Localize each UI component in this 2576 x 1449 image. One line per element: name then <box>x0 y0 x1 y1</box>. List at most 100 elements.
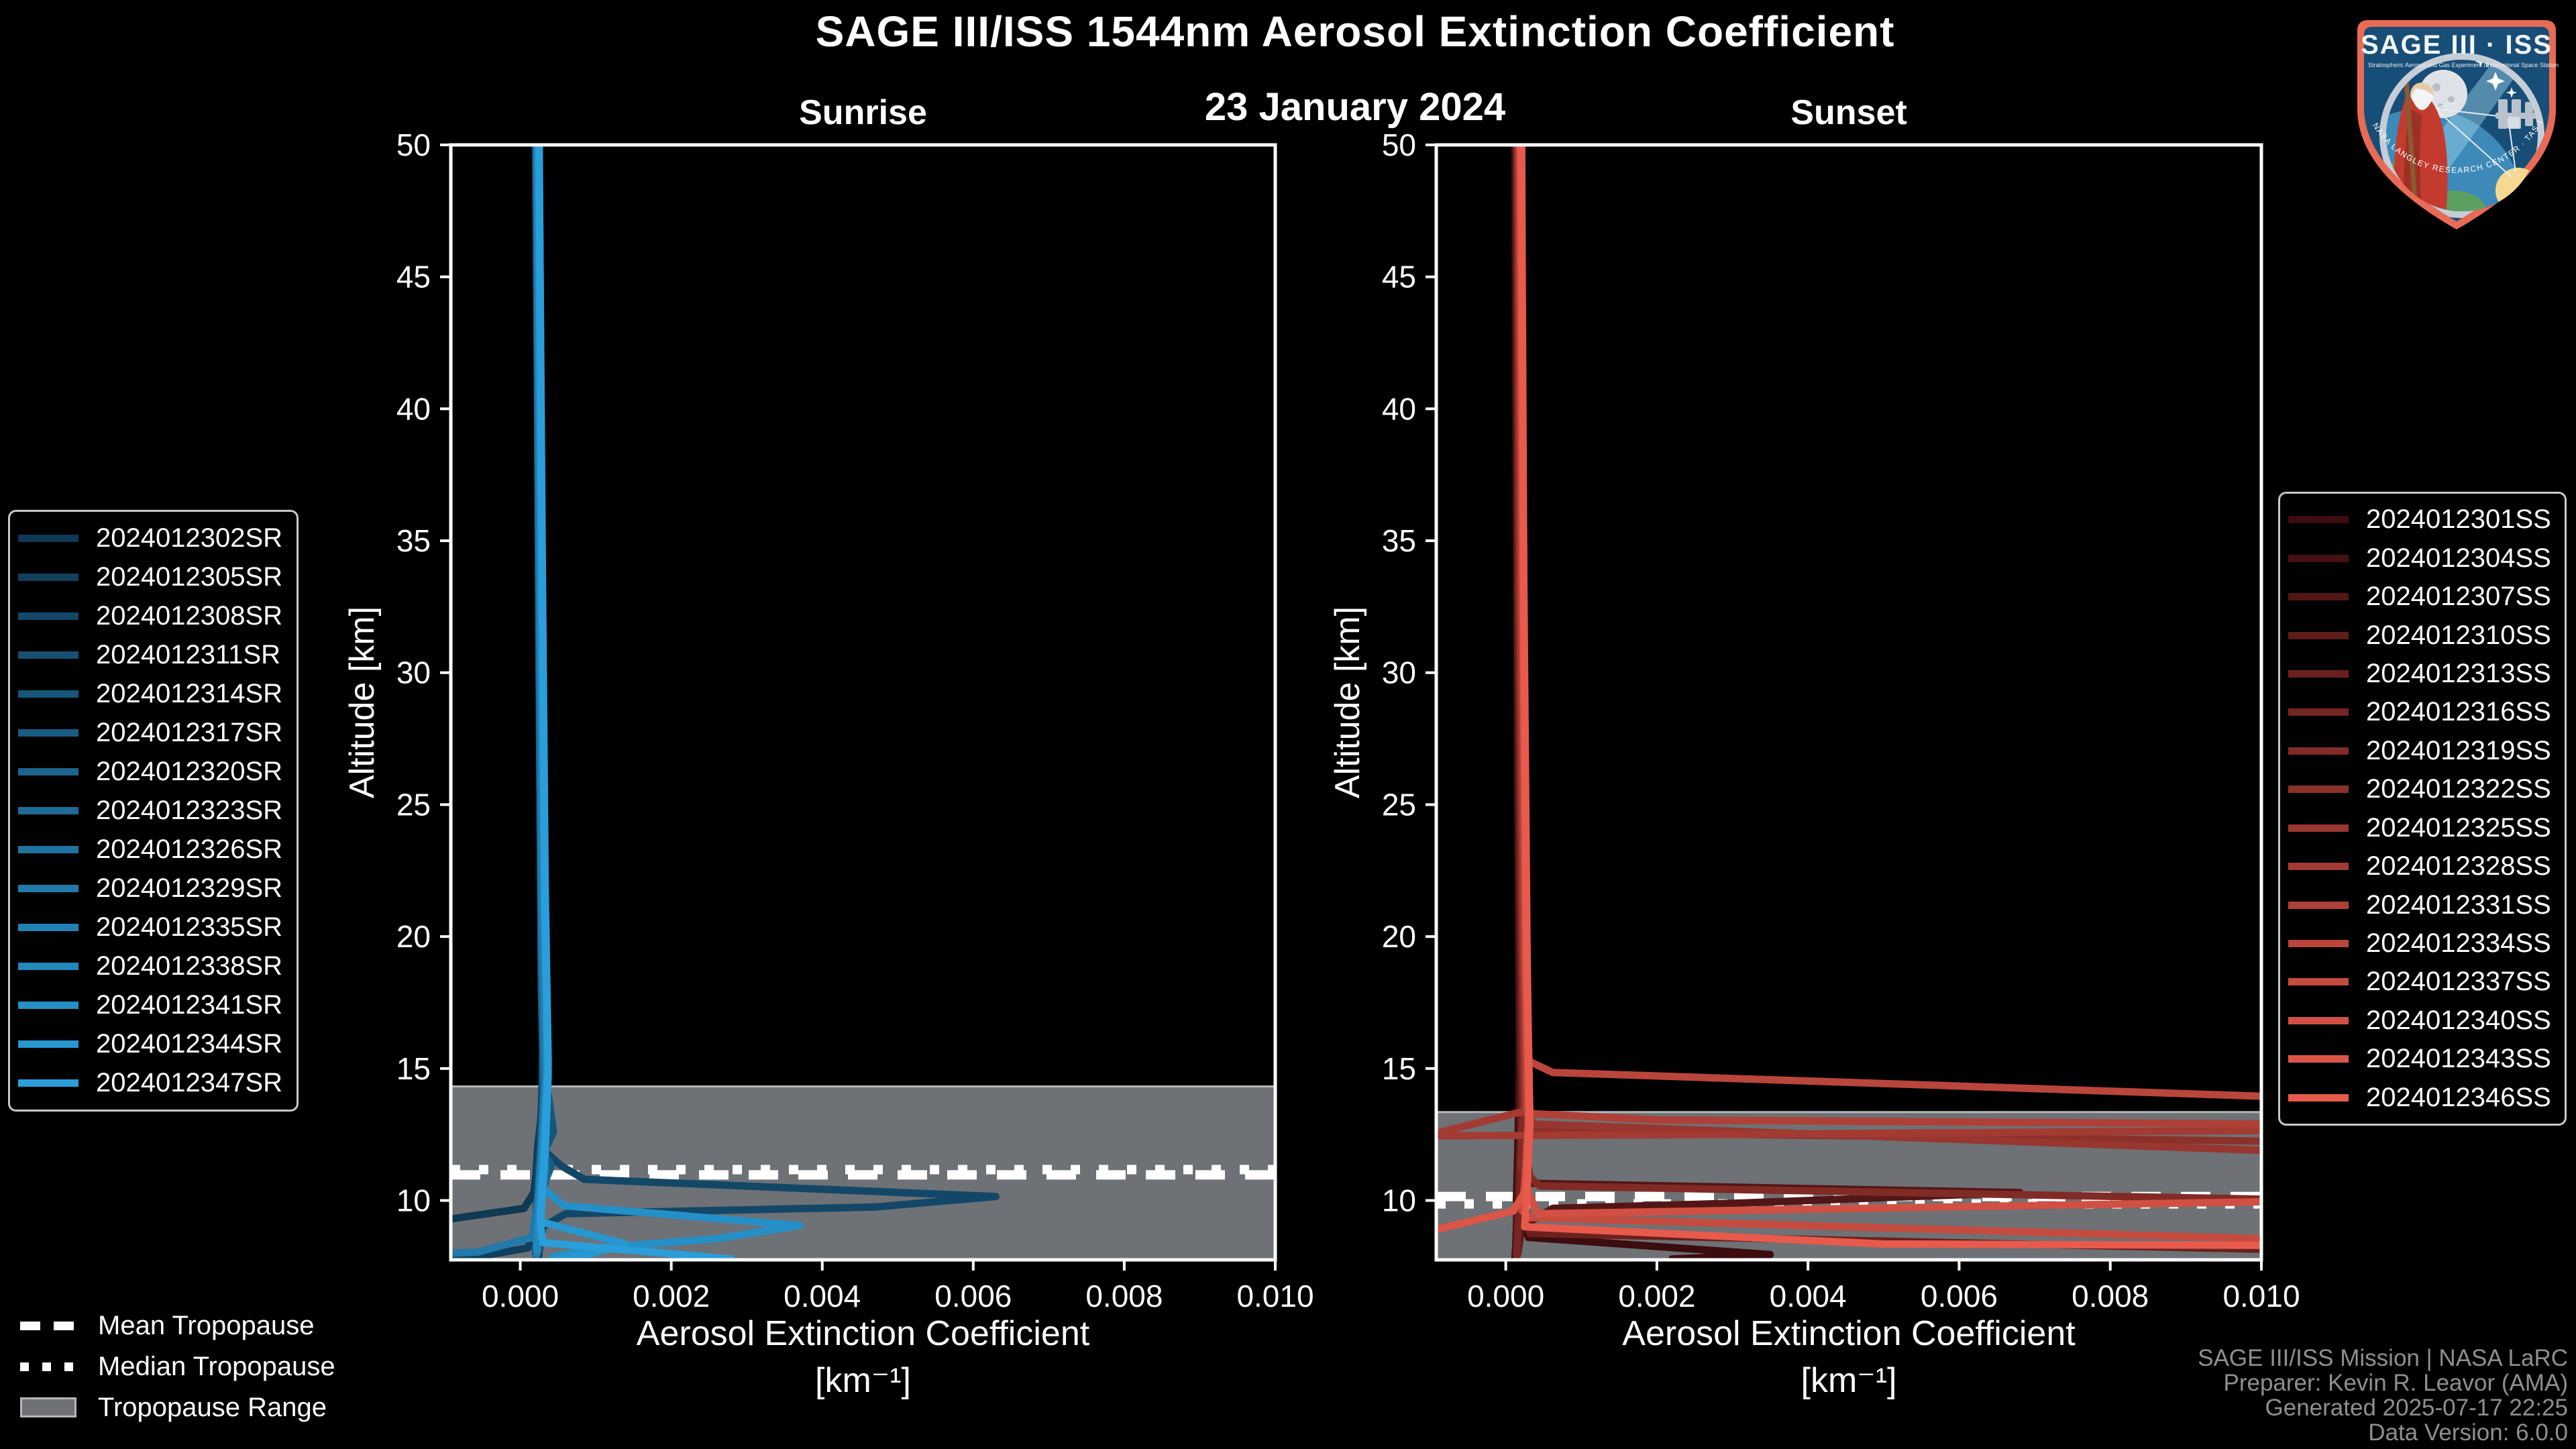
legend-label: 2024012341SR <box>96 990 283 1020</box>
legend-item: 2024012344SR <box>10 1029 297 1059</box>
legend-line-swatch <box>2288 593 2349 601</box>
y-tick-label: 10 <box>396 1183 431 1218</box>
legend-label: 2024012311SR <box>96 639 281 669</box>
legend-line-swatch <box>18 885 78 893</box>
logo-subtitle-left: Stratospheric Aerosol and Gas Experiment… <box>2368 62 2489 68</box>
x-tick-label: 0.010 <box>1236 1279 1313 1313</box>
legend-item: 2024012329SR <box>10 873 297 904</box>
legend-label: 2024012326SR <box>96 835 283 865</box>
legend-line-swatch <box>2288 901 2349 909</box>
legend-item: 2024012302SR <box>10 523 297 553</box>
y-tick-label: 40 <box>1382 391 1416 426</box>
x-axis-unit-sunrise: [km⁻¹] <box>815 1361 911 1400</box>
logo-moon-crater <box>2448 96 2455 103</box>
y-tick-label: 35 <box>1382 523 1416 558</box>
legend-line-swatch <box>2288 978 2349 986</box>
legend-label: 2024012305SR <box>96 561 283 592</box>
legend-item: 2024012304SS <box>2280 543 2565 574</box>
median-tropopause-legend-item: Median Tropopause <box>20 1350 335 1383</box>
legend-line-swatch <box>18 924 78 932</box>
legend-line-swatch <box>2288 1016 2349 1024</box>
x-tick-label: 0.006 <box>934 1279 1012 1313</box>
legend-label: 2024012313SS <box>2366 658 2551 688</box>
legend-label: 2024012319SS <box>2366 735 2551 765</box>
legend-line-swatch <box>18 729 78 737</box>
sunset-legend: 2024012301SS 2024012304SS 2024012307SS 2024… <box>2278 492 2567 1126</box>
legend-label: 2024012340SS <box>2366 1005 2551 1035</box>
dotted-line-swatch <box>20 1362 76 1371</box>
range-patch-swatch <box>20 1397 76 1417</box>
legend-label: 2024012337SS <box>2366 967 2551 997</box>
x-tick-label: 0.010 <box>2222 1279 2300 1313</box>
legend-item: 2024012341SR <box>10 990 297 1020</box>
legend-label: 2024012343SS <box>2366 1044 2551 1074</box>
y-tick-label: 20 <box>1382 919 1416 954</box>
profile-line-2024012340SS <box>1517 145 2261 1218</box>
legend-line-swatch <box>18 806 78 814</box>
legend-line-swatch <box>2288 1055 2349 1063</box>
legend-line-swatch <box>2288 554 2349 562</box>
legend-line-swatch <box>18 846 78 854</box>
profile-line-2024012346SS <box>1517 145 2261 1249</box>
logo-title: SAGE III · ISS <box>2361 30 2553 60</box>
x-tick-label: 0.000 <box>482 1279 559 1313</box>
attribution-preparer: Preparer: Kevin R. Leavor (AMA) <box>2223 1370 2568 1396</box>
legend-label: 2024012344SR <box>96 1029 283 1059</box>
attribution-mission: SAGE III/ISS Mission | NASA LaRC <box>2198 1345 2568 1371</box>
attribution-block: SAGE III/ISS Mission | NASA LaRC Prepare… <box>2198 1346 2568 1445</box>
y-tick-label: 50 <box>396 127 431 162</box>
legend-item: 2024012310SS <box>2280 621 2565 651</box>
legend-item: 2024012311SR <box>10 640 297 670</box>
y-tick-label: 30 <box>396 655 431 690</box>
legend-item: 2024012307SS <box>2280 582 2565 612</box>
logo-star <box>2506 87 2517 98</box>
legend-label: 2024012322SS <box>2366 774 2551 804</box>
panel-title-sunrise: Sunrise <box>799 93 927 132</box>
legend-line-swatch <box>18 651 78 659</box>
y-tick-label: 40 <box>396 391 431 426</box>
legend-label: 2024012302SR <box>96 523 283 553</box>
legend-label: 2024012331SS <box>2366 890 2551 920</box>
plot-area <box>451 145 1275 1260</box>
plot-frame <box>449 143 1277 1262</box>
x-tick-label: 0.002 <box>1618 1279 1695 1313</box>
legend-label: 2024012325SS <box>2366 812 2551 843</box>
legend-line-swatch <box>18 1040 78 1049</box>
legend-label: 2024012335SR <box>96 912 283 943</box>
profile-line-2024012302SR <box>451 145 547 1223</box>
legend-label: 2024012307SS <box>2366 582 2551 612</box>
legend-line-swatch <box>18 767 78 775</box>
legend-line-swatch <box>2288 1093 2349 1102</box>
legend-item: 2024012308SR <box>10 601 297 631</box>
tropopause-range-legend-item: Tropopause Range <box>20 1391 335 1424</box>
legend-line-swatch <box>2288 516 2349 524</box>
y-tick-label: 10 <box>1382 1183 1416 1218</box>
profile-line-2024012325SS <box>1515 145 2261 1155</box>
attribution-data-version: Data Version: 6.0.0 <box>2368 1419 2568 1446</box>
sage-iii-iss-mission-patch: SAGE III · ISS Stratospheric Aerosol and… <box>2343 8 2559 229</box>
profile-line-2024012301SS <box>1511 145 1774 1260</box>
legend-item: 2024012320SR <box>10 757 297 787</box>
y-tick-label: 25 <box>1382 787 1416 822</box>
legend-line-swatch <box>2288 747 2349 755</box>
y-tick-label: 15 <box>1382 1051 1416 1086</box>
legend-label: 2024012347SR <box>96 1068 283 1098</box>
legend-label: 2024012316SS <box>2366 697 2551 727</box>
legend-line-swatch <box>2288 669 2349 678</box>
mean-tropopause-legend-item: Mean Tropopause <box>20 1309 335 1342</box>
legend-line-swatch <box>2288 863 2349 871</box>
sunrise-plot: 0.000 0.002 0.004 0.006 0.008 0.010 50 45 40 35 30… <box>396 127 1314 1313</box>
legend-item: 2024012314SR <box>10 679 297 709</box>
profile-line-2024012334SS <box>1516 145 2261 1100</box>
logo-sun <box>2496 168 2538 211</box>
profile-line-2024012322SS <box>1514 145 2261 1145</box>
profile-line-2024012319SS <box>1514 145 2261 1203</box>
x-tick-label: 0.000 <box>1467 1279 1544 1313</box>
y-tick-label: 35 <box>396 523 431 558</box>
plot-area <box>1436 145 2261 1260</box>
legend-label: 2024012323SR <box>96 795 283 825</box>
logo-subtitle-right: International Space Station <box>2486 62 2559 68</box>
legend-label: 2024012314SR <box>96 678 283 708</box>
legend-item: 2024012326SR <box>10 835 297 865</box>
legend-label: 2024012346SS <box>2366 1082 2551 1112</box>
